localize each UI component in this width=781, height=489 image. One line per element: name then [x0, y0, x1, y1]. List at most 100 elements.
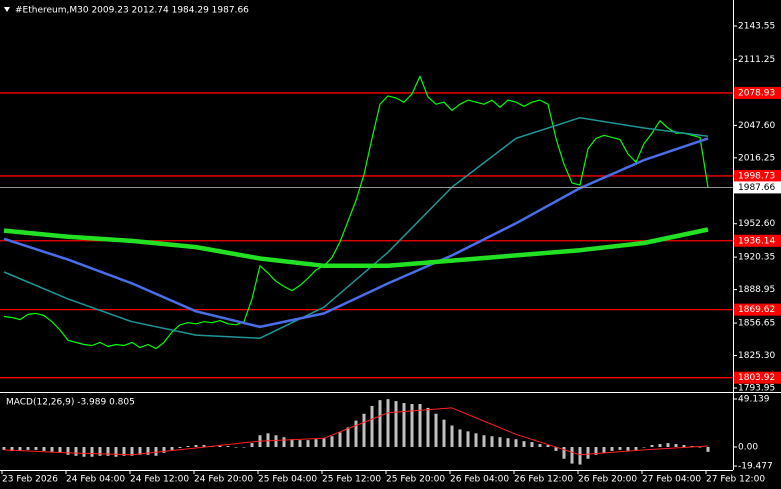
histogram-bar	[522, 441, 526, 447]
histogram-bar	[178, 446, 182, 448]
histogram-bar	[90, 446, 94, 457]
level-label-bg	[734, 234, 781, 247]
level-label: 2078.93	[738, 88, 775, 98]
histogram-bar	[274, 435, 278, 447]
histogram-bar	[698, 446, 702, 448]
level-label: 1869.62	[738, 305, 775, 315]
histogram-bar	[306, 440, 310, 447]
histogram-bar	[602, 446, 606, 453]
histogram-bar	[122, 446, 126, 456]
histogram-bar	[50, 446, 54, 452]
histogram-bar	[674, 444, 678, 447]
histogram-bar	[98, 446, 102, 456]
histogram-bar	[242, 446, 246, 448]
chart-title: #Ethereum,M30 2009.23 2012.74 1984.29 19…	[15, 6, 249, 16]
histogram-bar	[26, 446, 30, 450]
macd-title: MACD(12,26,9) -3.989 0.805	[6, 398, 135, 408]
histogram-bar	[290, 439, 294, 447]
histogram-bar	[58, 446, 62, 453]
histogram-bar	[554, 446, 558, 451]
histogram-bar	[2, 446, 6, 450]
histogram-bar	[146, 446, 150, 455]
histogram-bar	[234, 446, 238, 448]
x-tick-label: 25 Feb 20:00	[386, 475, 445, 485]
histogram-bar	[610, 446, 614, 451]
histogram-bar	[426, 407, 430, 447]
histogram-bar	[530, 442, 534, 447]
histogram-bar	[82, 446, 86, 457]
level-label-bg	[734, 169, 781, 182]
histogram-bar	[66, 446, 70, 455]
last-price-label: 1987.66	[738, 183, 775, 193]
level-label: 1936.14	[738, 236, 775, 246]
series-line	[3, 75, 709, 350]
series-line	[3, 227, 709, 269]
histogram-bar	[298, 440, 302, 447]
y-tick-label: 2111.25	[738, 55, 775, 65]
histogram-bar	[402, 403, 406, 447]
x-tick-label: 26 Feb 12:00	[514, 475, 573, 485]
histogram-bar	[514, 439, 518, 447]
y-tick-label: 1952.60	[738, 219, 775, 229]
histogram-bar	[330, 436, 334, 447]
histogram-bar	[386, 399, 390, 447]
x-tick-label: 25 Feb 04:00	[258, 475, 317, 485]
histogram-bar	[458, 429, 462, 447]
histogram-bar	[442, 419, 446, 447]
y-tick-label: 2047.60	[738, 121, 775, 131]
histogram-bar	[570, 446, 574, 464]
level-label: 1998.73	[738, 171, 775, 181]
histogram-bar	[658, 444, 662, 447]
histogram-bar	[474, 433, 478, 447]
histogram-bar	[18, 446, 22, 451]
menu-arrow[interactable]	[4, 7, 10, 12]
level-label: 1803.92	[738, 373, 775, 383]
level-label-bg	[734, 371, 781, 384]
histogram-bar	[226, 446, 230, 447]
histogram-bar	[394, 401, 398, 447]
histogram-bar	[666, 443, 670, 447]
histogram-bar	[650, 445, 654, 447]
x-tick-label: 24 Feb 20:00	[194, 475, 253, 485]
last-price-bg	[734, 181, 781, 194]
x-tick-label: 26 Feb 04:00	[450, 475, 509, 485]
x-tick-label: 25 Feb 12:00	[322, 475, 381, 485]
y-tick-label: 1793.95	[738, 384, 775, 394]
level-label-bg	[734, 86, 781, 99]
x-tick-label: 23 Feb 2026	[2, 475, 58, 485]
x-tick-label: 27 Feb 04:00	[642, 475, 701, 485]
histogram-bar	[346, 427, 350, 447]
histogram-bar	[194, 445, 198, 447]
histogram-bar	[42, 446, 46, 451]
histogram-bar	[250, 443, 254, 447]
histogram-bar	[634, 446, 638, 450]
histogram-bar	[546, 445, 550, 447]
histogram-bar	[490, 436, 494, 447]
x-tick-label: 27 Feb 12:00	[706, 475, 765, 485]
histogram-bar	[314, 439, 318, 447]
histogram-bar	[498, 437, 502, 447]
histogram-bar	[506, 438, 510, 447]
x-tick-label: 26 Feb 20:00	[578, 475, 637, 485]
histogram-bar	[362, 413, 366, 447]
series-line	[3, 137, 709, 329]
histogram-bar	[370, 405, 374, 447]
series-line	[3, 407, 709, 456]
histogram-bar	[114, 446, 118, 457]
histogram-bar	[338, 432, 342, 447]
histogram-bar	[170, 446, 174, 450]
histogram-bar	[594, 446, 598, 455]
histogram-bar	[562, 446, 566, 459]
y-tick-label: 1920.35	[738, 253, 775, 263]
histogram-bar	[282, 437, 286, 447]
x-tick-label: 24 Feb 04:00	[66, 475, 125, 485]
y-tick-label: 1856.65	[738, 319, 775, 329]
y-tick-label: 2016.25	[738, 153, 775, 163]
histogram-bar	[322, 438, 326, 447]
y-tick-label: 1825.30	[738, 351, 775, 361]
histogram-bar	[354, 420, 358, 447]
y-tick-label: 2143.55	[738, 22, 775, 32]
histogram-bar	[202, 445, 206, 447]
